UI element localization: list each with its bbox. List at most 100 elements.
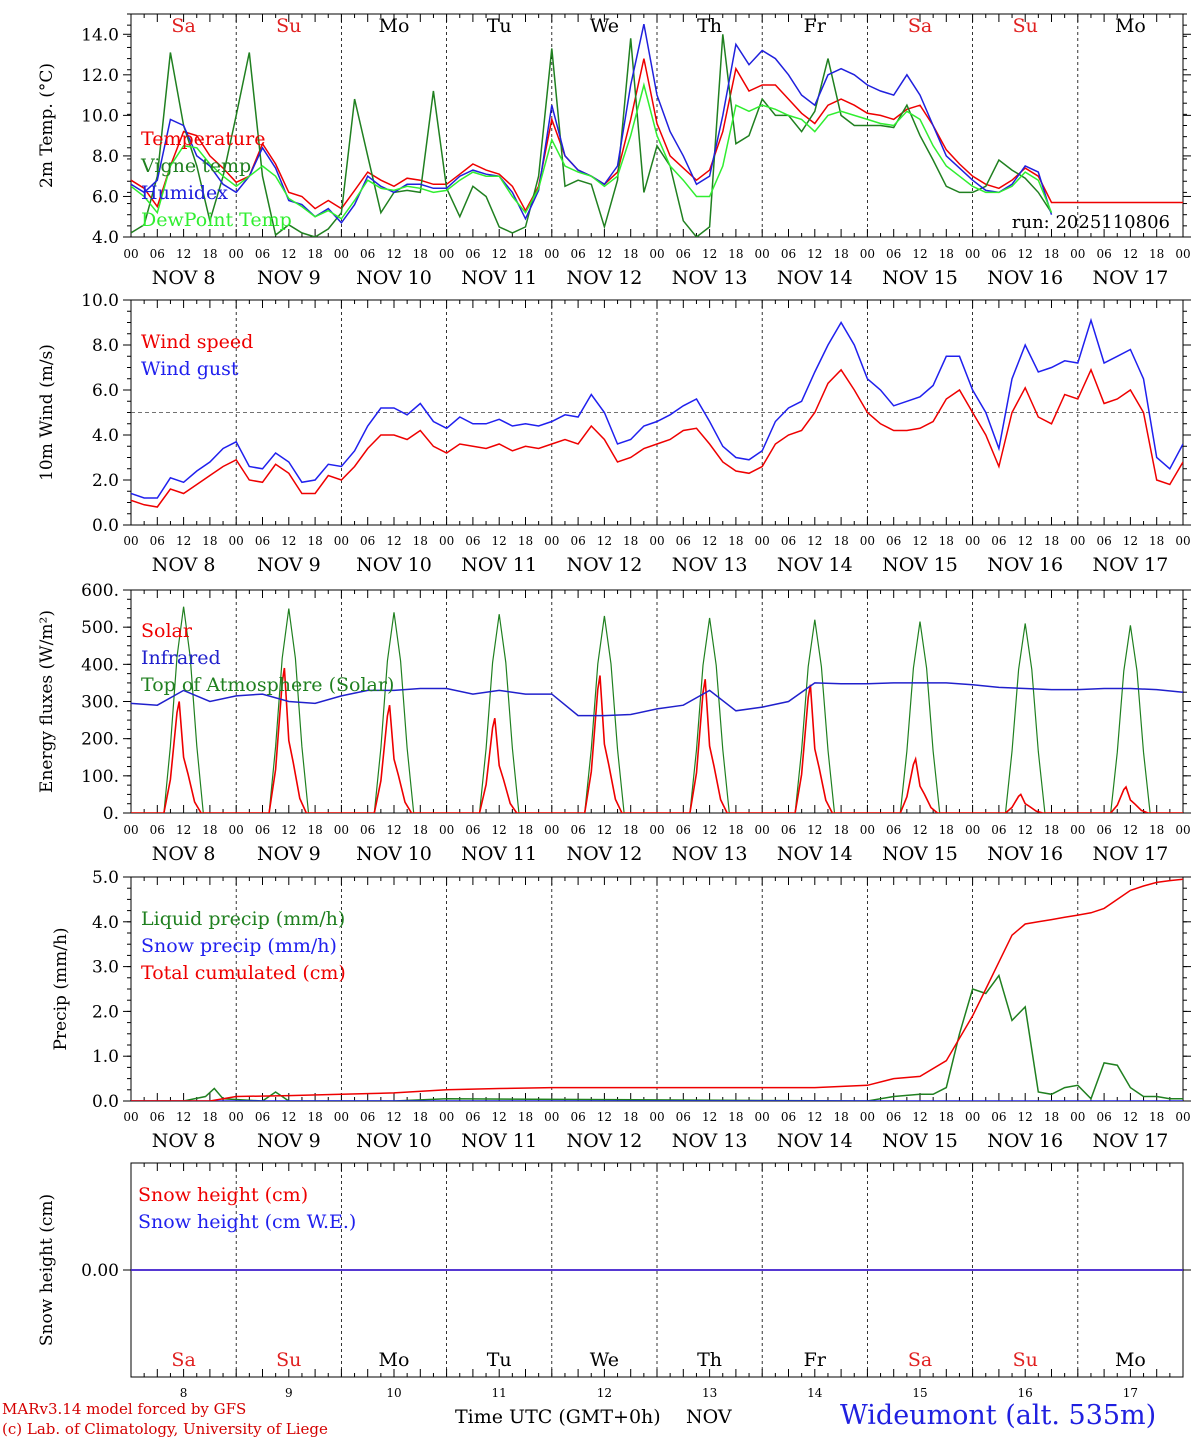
date-label: NOV 15 — [882, 554, 958, 576]
date-label: NOV 8 — [152, 554, 216, 576]
hour-tick-label: 18 — [1044, 823, 1059, 837]
hour-tick-label: 06 — [150, 1110, 165, 1124]
hour-tick-label: 18 — [413, 823, 428, 837]
hour-tick-label: 06 — [781, 247, 796, 261]
hour-tick-label: 12 — [912, 247, 927, 261]
y-tick-label: 2.0 — [92, 471, 119, 491]
hour-tick-label: 06 — [1096, 247, 1111, 261]
date-label: NOV 8 — [152, 1130, 216, 1152]
legend-entry: Humidex — [141, 182, 228, 204]
hour-tick-label: 18 — [307, 247, 322, 261]
y-tick-label: 4.0 — [92, 426, 119, 446]
legend-entry: Top of Atmosphere (Solar) — [141, 674, 394, 696]
panel-2 — [123, 299, 1191, 526]
weekday-label-top: Su — [1013, 15, 1038, 37]
hour-tick-label: 00 — [1175, 1110, 1190, 1124]
weekday-label-top: Sa — [908, 15, 932, 37]
footer-model: MARv3.14 model forced by GFS — [2, 1400, 247, 1418]
series-line-3 — [131, 878, 1183, 1101]
hour-tick-label: 00 — [123, 823, 138, 837]
weekday-label-top: Sa — [171, 15, 195, 37]
y-axis-label: 2m Temp. (°C) — [37, 63, 57, 188]
hour-tick-label: 00 — [1175, 534, 1190, 548]
hour-tick-label: 12 — [807, 823, 822, 837]
panel-3 — [123, 589, 1191, 814]
legend-entry: Solar — [141, 620, 193, 642]
hour-tick-label: 12 — [702, 534, 717, 548]
legend-entry: Wind gust — [141, 358, 239, 380]
hour-tick-label: 06 — [255, 247, 270, 261]
hour-tick-label: 18 — [1149, 823, 1164, 837]
y-tick-label: 200. — [81, 730, 119, 750]
date-label: NOV 12 — [566, 267, 642, 289]
date-label: NOV 9 — [257, 267, 321, 289]
hour-tick-label: 18 — [623, 1110, 638, 1124]
series-line-1 — [131, 367, 1183, 508]
hour-tick-label: 00 — [755, 247, 770, 261]
series-group — [131, 606, 1183, 813]
weekday-label-bottom: Su — [276, 1349, 301, 1371]
hour-tick-label: 18 — [728, 1110, 743, 1124]
date-label: NOV 11 — [461, 843, 537, 865]
date-label: NOV 15 — [882, 267, 958, 289]
hour-tick-label: 18 — [518, 823, 533, 837]
hour-tick-label: 12 — [807, 1110, 822, 1124]
hour-tick-label: 00 — [123, 1110, 138, 1124]
hour-tick-label: 06 — [676, 247, 691, 261]
date-label: NOV 13 — [672, 554, 748, 576]
panel-4 — [123, 876, 1191, 1102]
hour-tick-label: 12 — [176, 1110, 191, 1124]
hour-tick-label: 00 — [544, 823, 559, 837]
legend-entry: Wind speed — [141, 331, 253, 353]
hour-tick-label: 06 — [465, 823, 480, 837]
hour-tick-label: 00 — [1175, 823, 1190, 837]
weekday-label-bottom: Mo — [1115, 1349, 1146, 1371]
day-number-label: 13 — [702, 1386, 717, 1400]
y-axis-label: 10m Wind (m/s) — [37, 344, 57, 481]
hour-tick-label: 12 — [176, 823, 191, 837]
weekday-label-bottom: We — [590, 1349, 619, 1371]
hour-tick-label: 00 — [123, 534, 138, 548]
hour-tick-label: 12 — [1018, 1110, 1033, 1124]
series-group — [131, 878, 1183, 1101]
y-tick-label: 1.0 — [92, 1047, 119, 1067]
legend-entry: DewPoint Temp — [141, 209, 292, 231]
series-line-2 — [131, 34, 1053, 237]
hour-tick-label: 00 — [229, 823, 244, 837]
hour-tick-label: 18 — [202, 534, 217, 548]
run-annotation: run: 2025110806 — [1012, 212, 1170, 233]
hour-tick-label: 00 — [649, 823, 664, 837]
hour-tick-label: 12 — [912, 534, 927, 548]
hour-tick-label: 00 — [1070, 247, 1085, 261]
hour-tick-label: 18 — [833, 247, 848, 261]
date-label: NOV 16 — [987, 554, 1063, 576]
hour-tick-label: 06 — [886, 247, 901, 261]
hour-tick-label: 06 — [991, 1110, 1006, 1124]
y-tick-label: 10.0 — [81, 291, 119, 311]
hour-tick-label: 00 — [439, 823, 454, 837]
y-tick-label: 6.0 — [92, 381, 119, 401]
weekday-label-bottom: Sa — [171, 1349, 195, 1371]
hour-tick-label: 18 — [939, 823, 954, 837]
y-tick-label: 5.0 — [92, 868, 119, 888]
hour-tick-label: 06 — [255, 534, 270, 548]
hour-tick-label: 00 — [860, 247, 875, 261]
y-axis-label: Energy fluxes (W/m²) — [37, 610, 57, 793]
hour-tick-label: 18 — [1044, 1110, 1059, 1124]
hour-tick-label: 18 — [623, 823, 638, 837]
hour-tick-label: 00 — [755, 823, 770, 837]
hour-tick-label: 12 — [281, 1110, 296, 1124]
weekday-label-bottom: Th — [697, 1349, 722, 1371]
hour-tick-label: 18 — [307, 534, 322, 548]
hour-tick-label: 06 — [465, 247, 480, 261]
hour-tick-label: 00 — [1070, 823, 1085, 837]
day-number-label: 9 — [285, 1386, 293, 1400]
hour-tick-label: 00 — [439, 534, 454, 548]
hour-tick-label: 12 — [597, 247, 612, 261]
weekday-label-bottom: Sa — [908, 1349, 932, 1371]
hour-tick-label: 00 — [544, 534, 559, 548]
date-label: NOV 17 — [1092, 554, 1168, 576]
date-label: NOV 9 — [257, 554, 321, 576]
hour-tick-label: 12 — [281, 534, 296, 548]
y-tick-label: 0.0 — [92, 1092, 119, 1112]
